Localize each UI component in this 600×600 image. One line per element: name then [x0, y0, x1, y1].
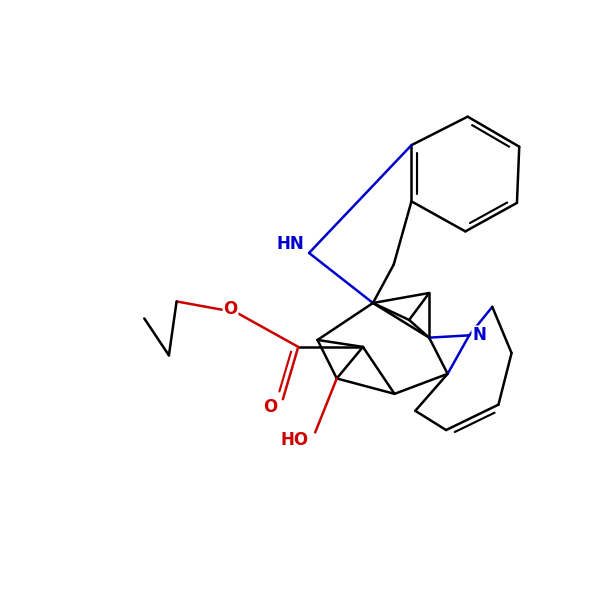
Text: HN: HN [277, 235, 304, 253]
Text: N: N [472, 326, 486, 344]
Text: HO: HO [280, 431, 308, 449]
Text: O: O [223, 300, 238, 318]
Text: O: O [263, 398, 278, 416]
